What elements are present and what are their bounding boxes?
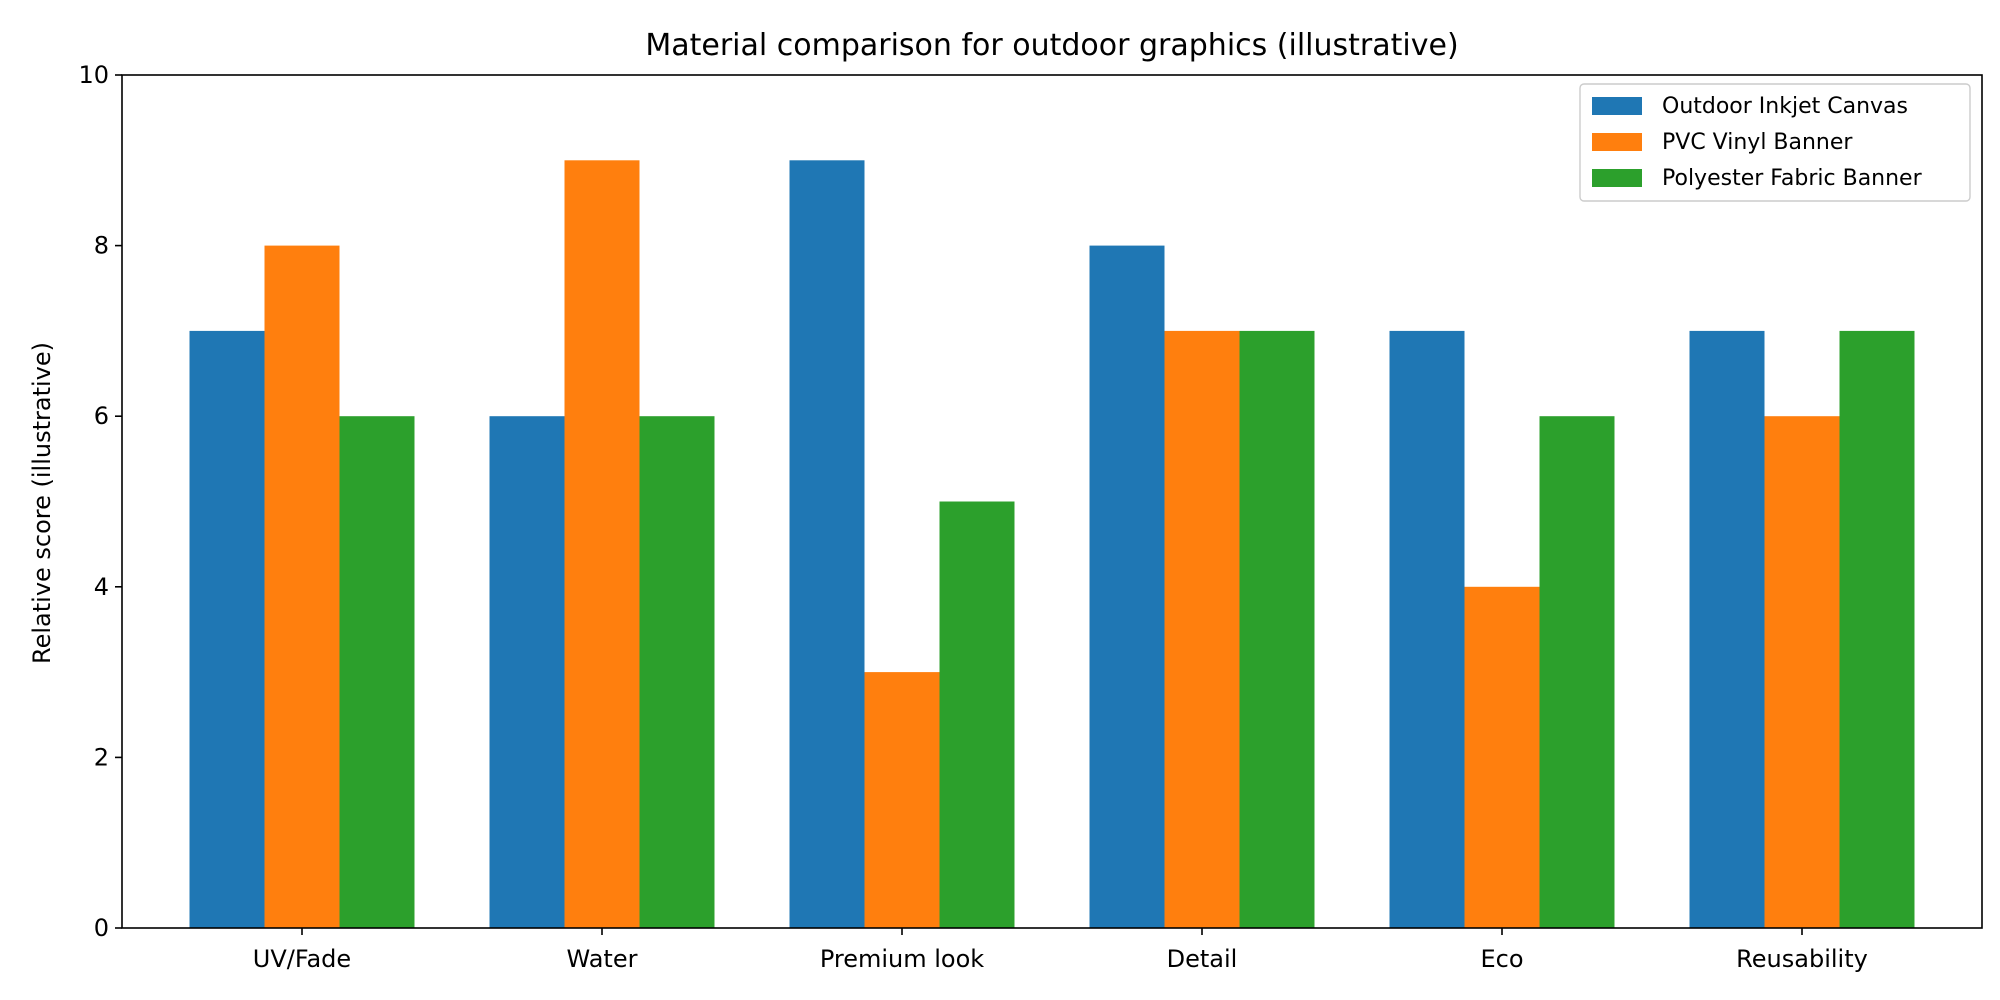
bar [1689,330,1765,928]
y-tick-label: 0 [94,914,109,942]
bar [1764,416,1840,928]
bar [1389,330,1465,928]
y-tick-label: 6 [94,402,109,430]
bar [489,416,565,928]
x-tick-label: Eco [1480,945,1523,973]
bars-group [189,160,1915,929]
legend-label: Polyester Fabric Banner [1662,166,1923,191]
y-tick-label: 10 [78,61,109,89]
bar [1164,330,1240,928]
x-tick-label: UV/Fade [253,945,351,973]
y-tick-label: 4 [94,573,109,601]
legend-label: PVC Vinyl Banner [1662,130,1853,155]
bar [564,160,640,929]
bar [264,245,340,929]
axes-group: 0 2 4 6 8 10 UV/Fade Water Premium look Detail Eco… [78,61,1983,973]
bar [1239,330,1315,928]
legend-label: Outdoor Inkjet Canvas [1662,94,1908,119]
chart-title: Material comparison for outdoor graphics… [645,28,1458,63]
bar [639,416,715,928]
legend-swatch [1592,133,1642,151]
x-tick-label: Premium look [820,945,984,973]
bar [864,672,940,928]
legend-swatch [1592,97,1642,115]
bar [789,160,865,929]
x-tick-label: Water [567,945,638,973]
bar [939,501,1015,928]
x-tick-label: Reusability [1736,945,1868,973]
legend: Outdoor Inkjet Canvas PVC Vinyl Banner Pol… [1579,83,1971,202]
bar [1089,245,1165,929]
plot-frame [121,74,1983,929]
bar [1839,330,1915,928]
bar [1464,586,1540,928]
y-tick-label: 2 [94,743,109,771]
bar [339,416,415,928]
y-axis-label: Relative score (illustrative) [28,342,56,664]
bar [189,330,265,928]
y-tick-label: 8 [94,232,109,260]
legend-swatch [1592,169,1642,187]
bar [1539,416,1615,928]
x-tick-label: Detail [1167,945,1238,973]
legend-frame [1579,83,1971,202]
